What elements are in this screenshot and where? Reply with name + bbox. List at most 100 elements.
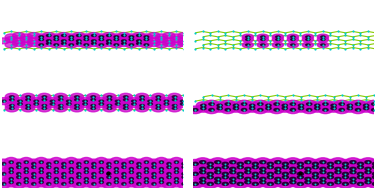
Ellipse shape [282, 104, 287, 107]
Ellipse shape [35, 36, 47, 43]
Ellipse shape [92, 173, 96, 175]
Point [121, 42, 127, 45]
Ellipse shape [87, 173, 101, 182]
Ellipse shape [350, 167, 356, 170]
Ellipse shape [27, 173, 41, 182]
Ellipse shape [298, 104, 304, 107]
Ellipse shape [110, 36, 123, 43]
Point [58, 107, 64, 110]
Point [230, 167, 236, 170]
Ellipse shape [17, 163, 21, 165]
Ellipse shape [17, 183, 21, 185]
Point [350, 46, 356, 49]
Point [188, 171, 194, 174]
Ellipse shape [114, 36, 119, 38]
Ellipse shape [64, 164, 78, 174]
Point [38, 161, 44, 164]
Ellipse shape [247, 163, 263, 171]
Ellipse shape [42, 179, 56, 189]
Ellipse shape [13, 41, 25, 46]
Ellipse shape [168, 93, 181, 100]
Point [1, 172, 7, 175]
Point [8, 177, 14, 180]
Ellipse shape [5, 96, 18, 103]
Ellipse shape [185, 34, 197, 40]
Ellipse shape [2, 173, 6, 175]
Point [365, 171, 371, 174]
Ellipse shape [54, 167, 58, 170]
Ellipse shape [17, 173, 21, 175]
Ellipse shape [9, 99, 14, 101]
Ellipse shape [174, 161, 179, 163]
Ellipse shape [330, 164, 346, 173]
Ellipse shape [47, 176, 51, 178]
Point [207, 172, 213, 175]
Point [222, 166, 228, 169]
Ellipse shape [54, 177, 58, 180]
Ellipse shape [107, 173, 111, 175]
Ellipse shape [64, 174, 78, 184]
Point [260, 181, 266, 184]
Ellipse shape [207, 162, 213, 165]
Ellipse shape [12, 163, 26, 172]
Ellipse shape [159, 177, 164, 180]
Point [196, 47, 202, 50]
Point [343, 34, 349, 37]
Ellipse shape [291, 39, 295, 40]
Ellipse shape [177, 159, 191, 169]
Ellipse shape [129, 44, 134, 46]
Point [23, 161, 29, 164]
Point [16, 34, 22, 37]
Point [68, 35, 74, 38]
Ellipse shape [318, 100, 332, 108]
Ellipse shape [152, 93, 165, 100]
Ellipse shape [32, 183, 36, 185]
Point [173, 35, 179, 38]
Ellipse shape [170, 157, 183, 167]
Point [358, 162, 364, 165]
Point [265, 98, 271, 101]
Ellipse shape [84, 167, 88, 170]
Point [121, 166, 127, 169]
Ellipse shape [365, 161, 371, 164]
Ellipse shape [241, 103, 247, 105]
Point [188, 98, 194, 101]
Ellipse shape [255, 168, 271, 177]
Ellipse shape [323, 180, 338, 188]
Ellipse shape [210, 174, 226, 183]
Point [320, 177, 326, 180]
Ellipse shape [202, 170, 218, 178]
Point [1, 108, 7, 111]
Point [196, 102, 202, 105]
Point [106, 39, 112, 42]
Ellipse shape [67, 103, 71, 105]
Ellipse shape [77, 163, 81, 165]
Point [350, 43, 356, 46]
Ellipse shape [193, 101, 206, 108]
Ellipse shape [159, 171, 164, 174]
Ellipse shape [87, 169, 101, 179]
Point [322, 94, 328, 97]
Point [8, 167, 14, 170]
Ellipse shape [109, 164, 123, 174]
Ellipse shape [200, 105, 214, 112]
Ellipse shape [39, 181, 43, 184]
Point [290, 46, 296, 49]
Point [115, 100, 121, 103]
Point [106, 31, 112, 34]
Ellipse shape [247, 170, 263, 178]
Ellipse shape [290, 181, 296, 184]
Point [83, 38, 89, 41]
Ellipse shape [240, 174, 256, 183]
Ellipse shape [136, 34, 141, 36]
Point [249, 95, 255, 98]
Ellipse shape [92, 166, 96, 168]
Point [166, 47, 172, 50]
Point [320, 167, 326, 170]
Ellipse shape [240, 158, 256, 167]
Ellipse shape [88, 33, 100, 38]
Point [192, 182, 198, 185]
Ellipse shape [240, 164, 256, 173]
Ellipse shape [5, 105, 18, 112]
Ellipse shape [375, 174, 376, 183]
